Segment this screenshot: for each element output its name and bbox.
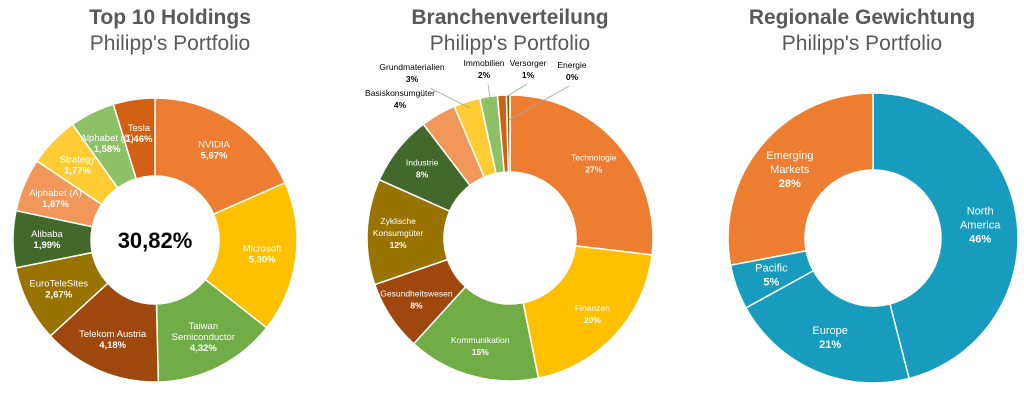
donut-branchenverteilung: Technologie 27% Finanzen 20% Kommunikation 15… [365, 58, 654, 382]
slice-value-label: 28% [779, 178, 801, 190]
slice-label: Technologie [571, 153, 617, 163]
slice-value-label: 4,18% [99, 340, 126, 351]
chart-subtitle: Philipp's Portfolio [89, 32, 251, 55]
slice-label: North [967, 205, 994, 217]
leader-line [429, 87, 471, 109]
slice-label: Gesundheitswesen [380, 289, 453, 299]
slice-microsoft [204, 181, 298, 329]
leader-line [505, 83, 528, 98]
slice-nvidia [154, 97, 286, 216]
slice-finanzen [522, 244, 653, 380]
leader-line [487, 83, 491, 99]
slice-label: Energie [557, 60, 587, 70]
slice-label: Markets [770, 164, 810, 176]
slice-label: Zyklische [380, 216, 416, 226]
slice-value-label: 5% [763, 276, 779, 288]
slice-label: Taiwan [189, 321, 219, 332]
slice-value-label: 5,30% [249, 254, 276, 265]
slice-value-label: 1,58% [94, 144, 121, 155]
slice-value-label: 2,67% [45, 290, 72, 301]
slice-value-label: 1% [522, 70, 535, 80]
slice-value-label: 1,77% [64, 166, 91, 177]
slice-value-label: 4,32% [190, 343, 217, 354]
slice-value-label: 8% [410, 301, 423, 311]
chart-title: Top 10 Holdings [89, 6, 251, 29]
chart-subtitle: Philipp's Portfolio [781, 32, 943, 55]
slice-value-label: 20% [584, 315, 601, 325]
slice-value-label: 21% [819, 339, 841, 351]
slice-value-label: 4% [394, 100, 407, 110]
chart-panel-sectors: Branchenverteilung Philipp's Portfolio [340, 0, 680, 413]
slice-label: Semiconductor [172, 332, 235, 343]
slice-label: Konsumgüter [373, 228, 424, 238]
slice-value-label: 1,99% [34, 240, 61, 251]
leader-line [508, 85, 570, 121]
slice-label: Immobilien [463, 58, 504, 68]
chart-title: Regionale Gewichtung [748, 6, 976, 29]
slice-value-label: 12% [390, 240, 407, 250]
slice-value-label: 3% [406, 74, 419, 84]
slice-value-label: 5,67% [201, 150, 228, 161]
slice-label: Strategy [60, 155, 96, 166]
slice-label: Microsoft [243, 243, 282, 254]
slice-emerging-markets [727, 92, 874, 267]
chart-title: Branchenverteilung [411, 6, 609, 29]
slice-label: Finanzen [575, 303, 610, 313]
slice-label: Pacific [755, 262, 788, 274]
slice-label: Emerging [766, 150, 813, 162]
slice-technologie [509, 94, 654, 256]
chart-subtitle: Philipp's Portfolio [429, 32, 591, 55]
slice-value-label: 46% [969, 233, 991, 245]
slice-value-label: 2% [478, 70, 491, 80]
donut-regionale-gewichtung: North America 46% Europe 21% Pacific 5% Emergin… [727, 92, 1019, 384]
slice-north-america [872, 92, 1019, 380]
slice-label: Basiskonsumgüter [365, 88, 435, 98]
slice-label: Kommunikation [451, 335, 510, 345]
slice-value-label: 1,46% [126, 134, 153, 145]
slice-label: Grundmaterialien [379, 62, 444, 72]
slice-label: NVIDIA [198, 139, 230, 150]
slice-europe [744, 269, 910, 384]
slice-label: Alphabet (C) [80, 133, 133, 144]
slice-value-label: 1,87% [42, 199, 69, 210]
slice-value-label: 27% [585, 165, 602, 175]
slice-label: America [960, 219, 1001, 231]
slice-value-label: 8% [416, 169, 429, 179]
slice-value-label: 0% [566, 72, 579, 82]
slice-tesla [112, 97, 156, 180]
slice-label: Industrie [406, 157, 439, 167]
slice-value-label: 15% [472, 347, 489, 357]
center-label: 30,82% [118, 228, 193, 253]
slice-label: Tesla [128, 123, 151, 134]
slice-label: Alphabet (A) [29, 188, 82, 199]
slice-label: Telekom Austria [79, 329, 147, 340]
slice-label: Europe [812, 325, 847, 337]
slice-energie [505, 94, 511, 173]
chart-panel-top-holdings: Top 10 Holdings Philipp's Portfolio [0, 0, 340, 413]
chart-panel-regions: Regionale Gewichtung Philipp's Portfolio [700, 0, 1024, 413]
slice-label: EuroTeleSites [29, 279, 88, 290]
slice-label: Versorger [510, 58, 547, 68]
slice-label: Alibaba [31, 229, 63, 240]
